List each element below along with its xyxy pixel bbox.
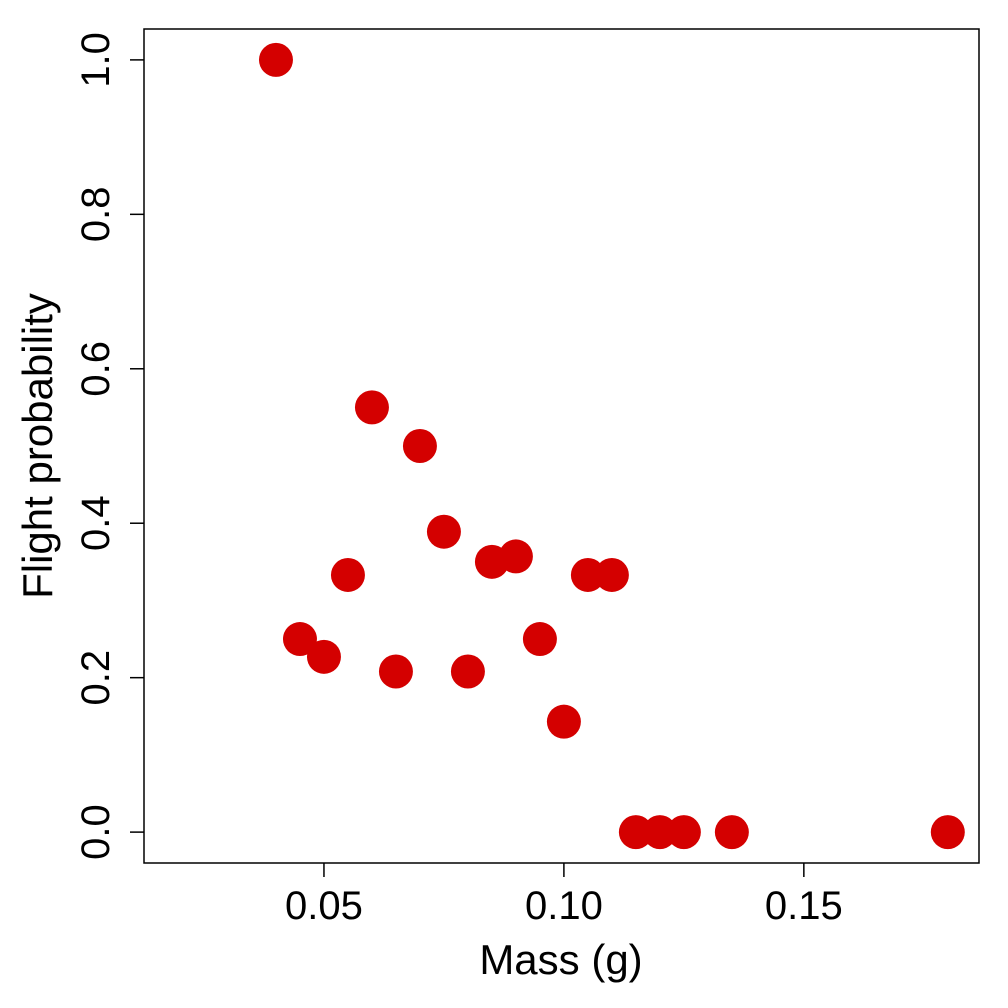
- y-axis-title: Flight probability: [14, 293, 61, 599]
- data-point: [402, 429, 437, 463]
- x-axis: 0.05 0.10 0.15: [285, 863, 843, 928]
- y-tick-label: 0.2: [74, 650, 118, 706]
- data-point: [546, 704, 581, 739]
- data-points: [258, 42, 965, 850]
- data-point: [282, 622, 317, 657]
- y-tick-label: 0.8: [74, 187, 118, 243]
- y-tick-label: 1.0: [74, 32, 118, 88]
- x-tick-label: 0.05: [285, 884, 363, 928]
- x-axis-title: Mass (g): [479, 936, 642, 983]
- data-point: [930, 815, 965, 850]
- data-point: [426, 514, 461, 549]
- data-point: [522, 622, 557, 657]
- y-tick-label: 0.0: [74, 804, 118, 860]
- data-point: [570, 557, 605, 592]
- y-axis: 0.0 0.2 0.4 0.6 0.8 1.0: [74, 32, 144, 860]
- plot-frame: [143, 28, 980, 864]
- data-point: [666, 815, 701, 850]
- data-point: [594, 557, 629, 592]
- data-point: [330, 557, 365, 592]
- data-point: [714, 815, 749, 850]
- data-point: [642, 815, 677, 850]
- data-point: [498, 539, 533, 574]
- data-point: [258, 42, 293, 77]
- data-point: [354, 390, 389, 425]
- data-point: [306, 639, 341, 674]
- x-tick-label: 0.15: [765, 884, 843, 928]
- y-tick-label: 0.6: [74, 341, 118, 397]
- y-tick-label: 0.4: [74, 495, 118, 551]
- data-point: [378, 654, 413, 689]
- data-point: [450, 654, 485, 689]
- data-point: [618, 815, 653, 850]
- x-tick-label: 0.10: [525, 884, 603, 928]
